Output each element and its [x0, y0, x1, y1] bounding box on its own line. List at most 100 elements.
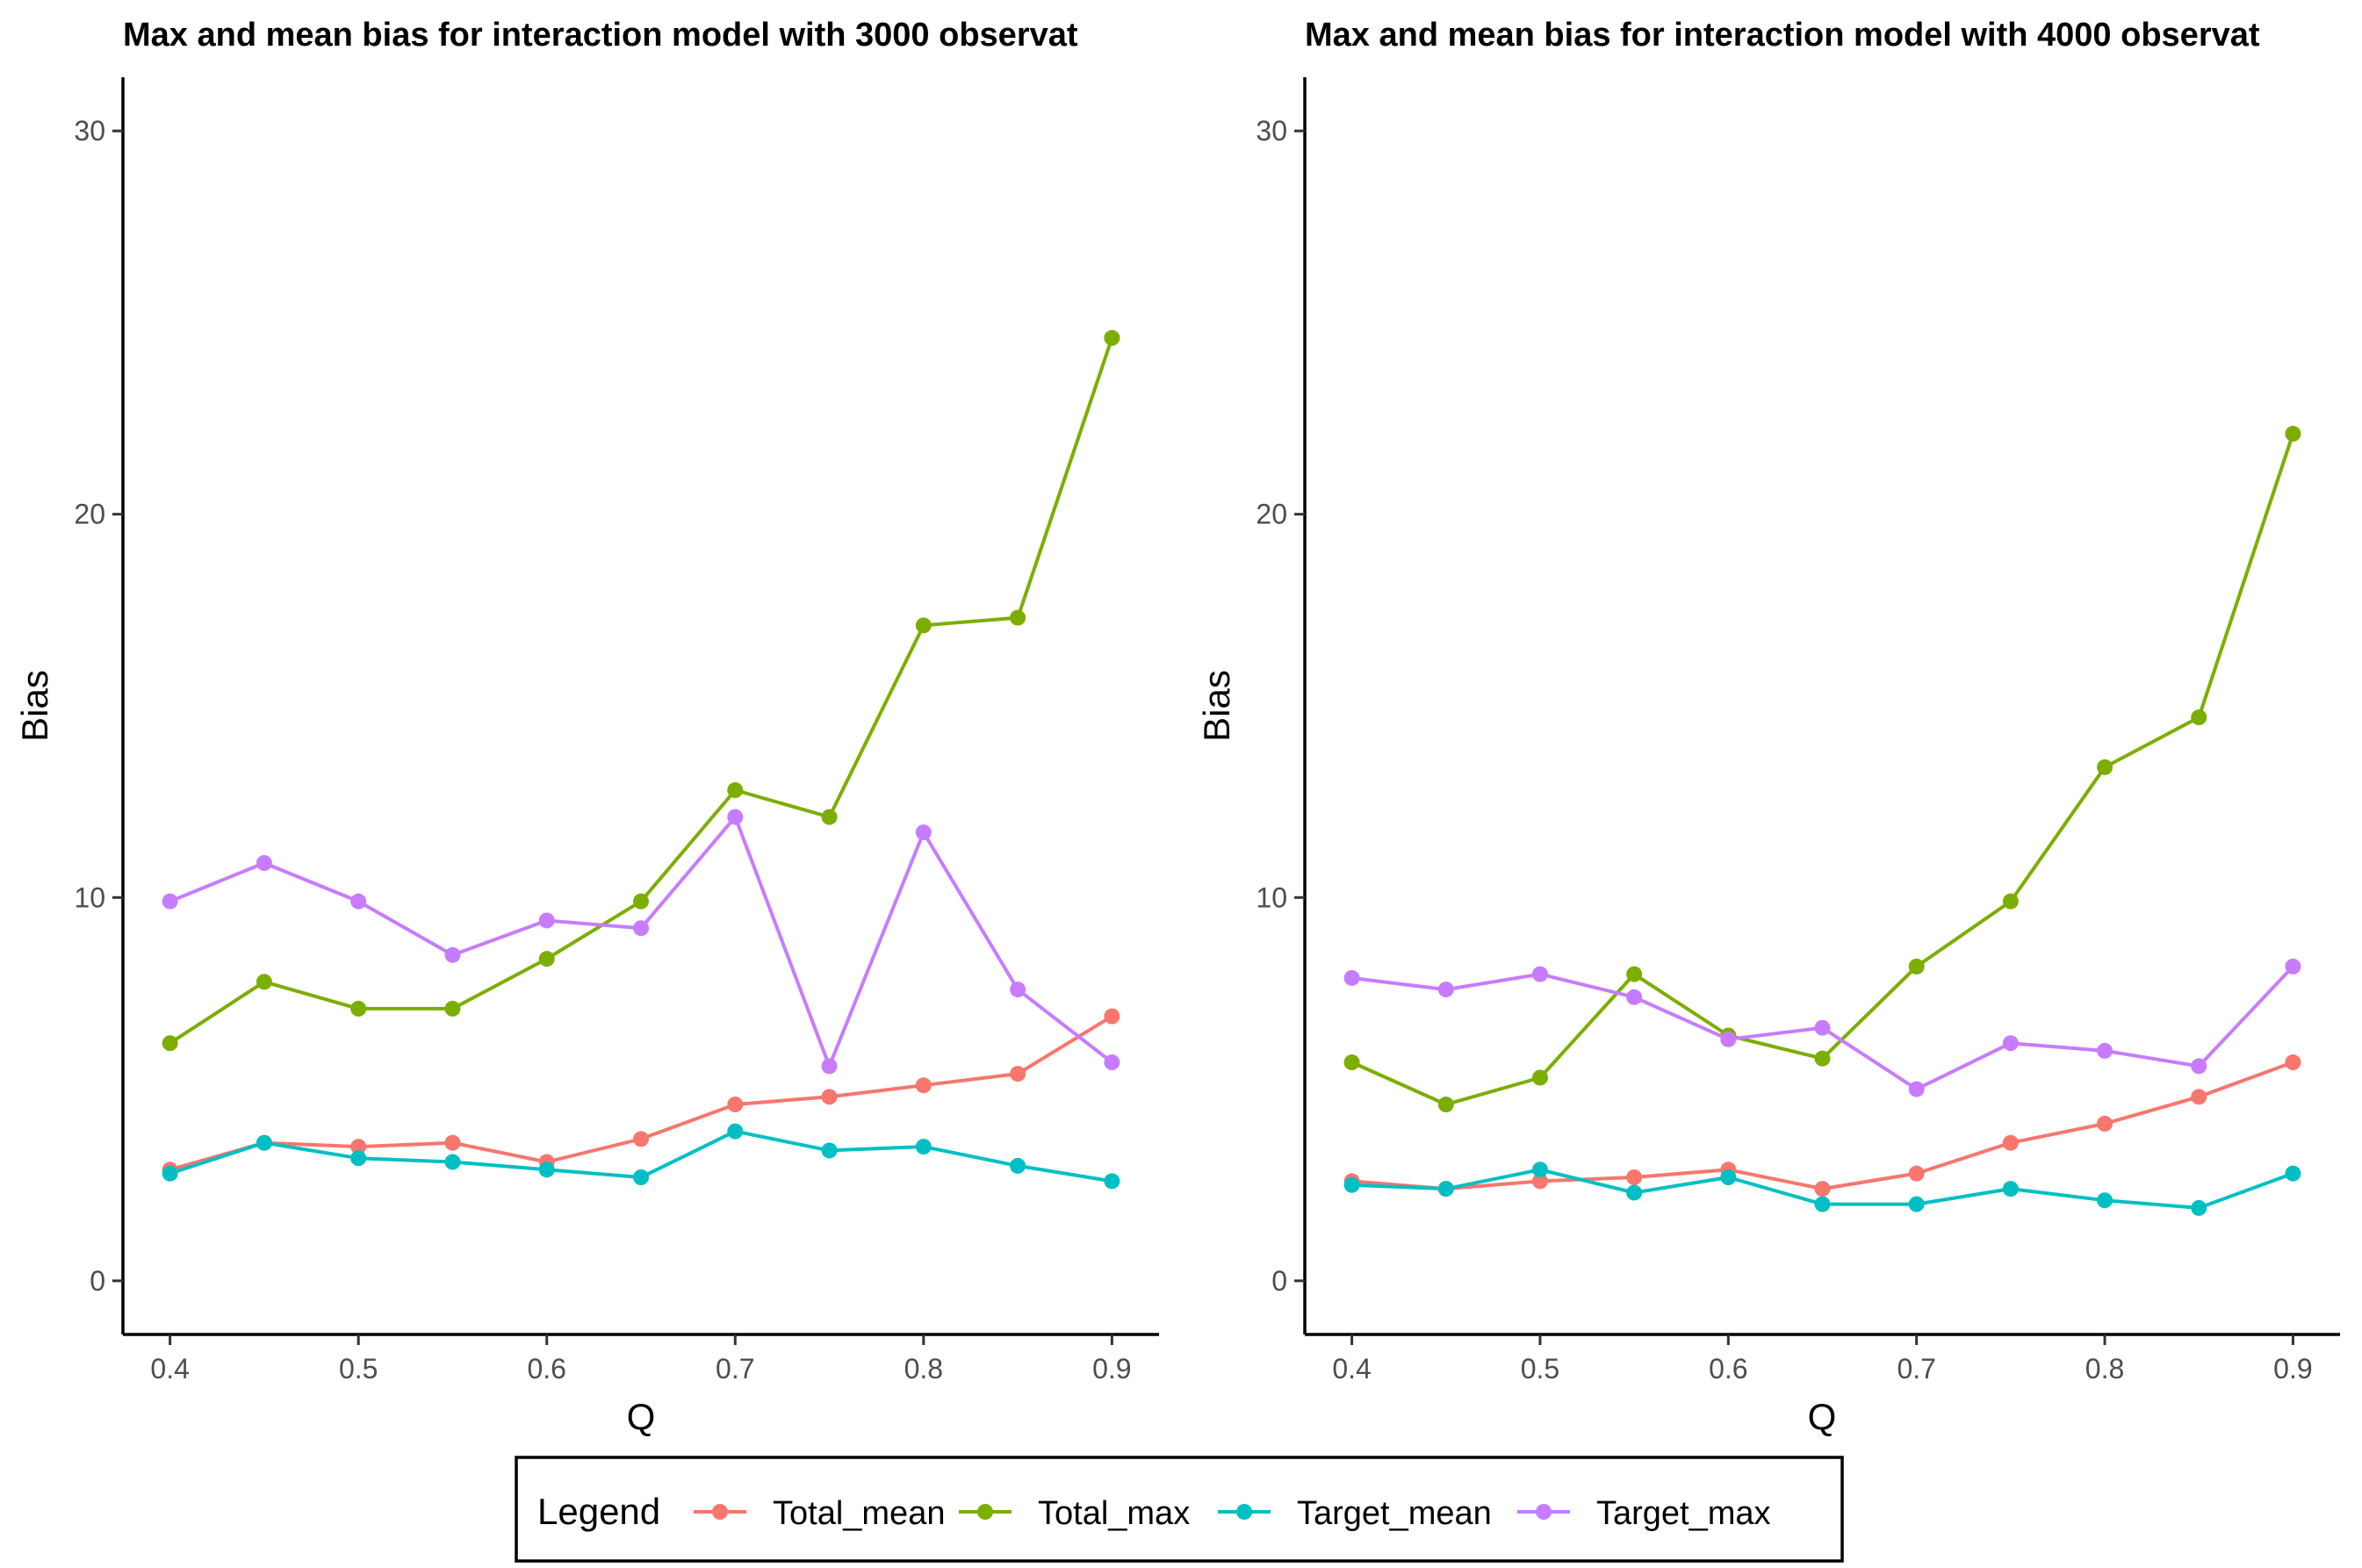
data-point-target-max: [1343, 969, 1360, 986]
legend-point-swatch: [1536, 1504, 1552, 1520]
panel-title: Max and mean bias for interaction model …: [1305, 17, 2260, 54]
series-target-max: [1343, 958, 2301, 1097]
data-point-target-mean: [1437, 1181, 1454, 1198]
data-point-total-max: [350, 1000, 367, 1017]
legend-item-target-mean: Target_mean: [1218, 1495, 1492, 1532]
legend-point-swatch: [977, 1504, 993, 1520]
data-point-total-mean: [2191, 1089, 2207, 1105]
legend-title: Legend: [537, 1491, 660, 1532]
data-point-target-mean: [350, 1150, 367, 1167]
y-tick-label: 0: [90, 1265, 105, 1297]
legend-label: Total_max: [1038, 1495, 1190, 1532]
data-point-target-max: [256, 855, 272, 871]
y-tick-label: 30: [74, 115, 105, 147]
data-point-total-max: [1908, 958, 1925, 975]
data-point-target-max: [1814, 1019, 1831, 1036]
data-point-target-mean: [915, 1139, 932, 1155]
data-point-total-mean: [1531, 1173, 1548, 1190]
series-layer: [1343, 426, 2301, 1216]
series-target-max: [162, 809, 1120, 1075]
series-line-total-max: [169, 337, 1114, 1045]
data-point-target-mean: [1010, 1157, 1026, 1174]
series-layer: [162, 329, 1120, 1190]
data-point-target-mean: [444, 1154, 461, 1170]
series-target-mean: [1343, 1162, 2301, 1216]
x-tick-label: 0.9: [2273, 1353, 2312, 1385]
x-tick-label: 0.5: [339, 1353, 378, 1385]
data-point-target-max: [1908, 1081, 1925, 1097]
data-point-target-mean: [1531, 1162, 1548, 1178]
data-point-total-max: [538, 951, 555, 967]
data-point-total-max: [821, 809, 838, 825]
data-point-target-max: [538, 912, 555, 929]
legend-point-swatch: [1236, 1504, 1252, 1520]
data-point-target-mean: [256, 1134, 272, 1151]
data-point-target-max: [1720, 1031, 1737, 1047]
legend-items: Total_mean Total_max Target_mean Target_max: [694, 1495, 1771, 1532]
data-point-target-mean: [1720, 1169, 1737, 1185]
data-point-total-max: [1531, 1069, 1548, 1086]
data-point-target-mean: [821, 1142, 838, 1159]
data-point-total-mean: [1010, 1066, 1026, 1082]
panel-3000-observations: Max and mean bias for interaction model …: [14, 17, 1159, 1437]
data-point-target-max: [1437, 982, 1454, 998]
legend-label: Target_mean: [1297, 1495, 1492, 1532]
data-point-total-mean: [633, 1131, 649, 1147]
data-point-total-max: [1814, 1050, 1831, 1067]
data-point-target-mean: [1908, 1196, 1925, 1212]
legend-label: Total_mean: [773, 1495, 945, 1532]
legend-item-total-max: Total_max: [959, 1495, 1190, 1532]
data-point-total-mean: [1626, 1169, 1643, 1185]
data-point-target-mean: [1626, 1184, 1643, 1201]
series-total-max: [162, 329, 1120, 1052]
x-axis-ticks: 0.4 0.5 0.6 0.7 0.8 0.9: [1332, 1334, 2313, 1385]
series-target-mean: [162, 1123, 1120, 1190]
y-tick-label: 10: [1256, 881, 1287, 913]
x-tick-label: 0.7: [716, 1353, 754, 1385]
data-point-target-mean: [2191, 1199, 2207, 1216]
data-point-total-mean: [1814, 1181, 1831, 1198]
data-point-total-mean: [1908, 1165, 1925, 1182]
data-point-target-max: [1626, 989, 1643, 1005]
data-point-total-mean: [821, 1089, 838, 1105]
y-axis-title: Bias: [1196, 670, 1237, 742]
data-point-target-mean: [1104, 1173, 1120, 1190]
data-point-total-max: [1010, 609, 1026, 626]
x-tick-label: 0.4: [150, 1353, 189, 1385]
legend-box: [515, 1456, 1844, 1563]
x-axis-title: Q: [1808, 1396, 1837, 1437]
data-point-total-mean: [350, 1139, 367, 1155]
y-tick-label: 20: [1256, 499, 1287, 530]
x-tick-label: 0.8: [2085, 1353, 2124, 1385]
data-point-target-max: [2191, 1058, 2207, 1075]
data-point-target-max: [162, 893, 178, 910]
data-point-target-mean: [2097, 1192, 2114, 1209]
data-point-target-max: [2097, 1042, 2114, 1059]
series-line-total-max: [1350, 433, 2295, 1106]
data-point-target-max: [727, 809, 744, 825]
data-point-total-max: [2285, 426, 2301, 442]
panel-title: Max and mean bias for interaction model …: [123, 17, 1078, 54]
data-point-total-max: [256, 974, 272, 990]
data-point-total-max: [1343, 1054, 1360, 1071]
x-tick-label: 0.9: [1092, 1353, 1131, 1385]
x-axis-ticks: 0.4 0.5 0.6 0.7 0.8 0.9: [150, 1334, 1132, 1385]
legend-item-total-mean: Total_mean: [694, 1495, 945, 1532]
x-tick-label: 0.7: [1897, 1353, 1935, 1385]
data-point-total-max: [1626, 966, 1643, 982]
series-total-mean: [162, 1008, 1120, 1178]
legend-point-swatch: [712, 1504, 728, 1520]
series-line-target-max: [169, 815, 1113, 1068]
panel-4000-observations: Max and mean bias for interaction model …: [1196, 17, 2340, 1437]
data-point-target-max: [444, 946, 461, 963]
legend-item-target-max: Target_max: [1517, 1495, 1771, 1532]
data-point-total-max: [2097, 759, 2114, 775]
data-point-total-mean: [2097, 1115, 2114, 1132]
data-point-total-mean: [444, 1134, 461, 1151]
data-point-total-max: [727, 782, 744, 799]
data-point-target-mean: [727, 1123, 744, 1140]
data-point-total-max: [162, 1035, 178, 1052]
data-point-total-max: [1104, 329, 1120, 346]
